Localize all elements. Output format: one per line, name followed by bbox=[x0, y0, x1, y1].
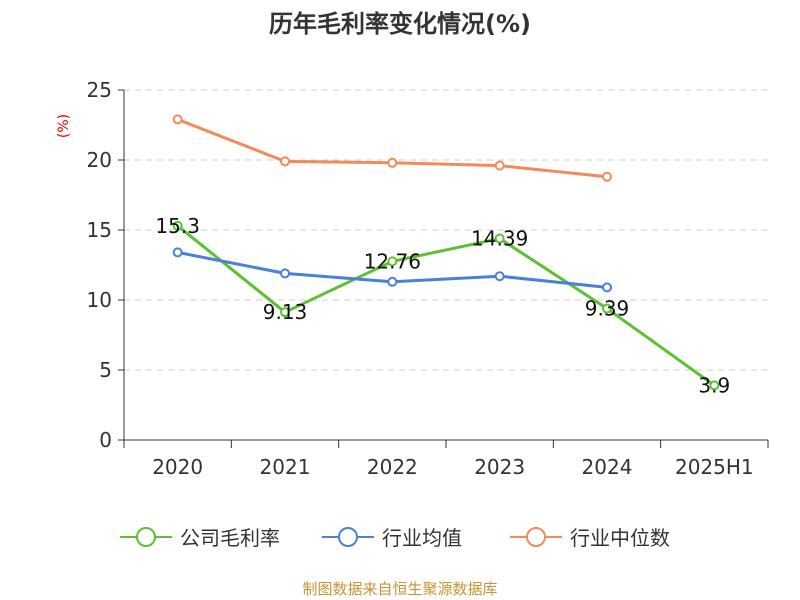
data-labels: 15.3 9.13 12.76 14.39 9.39 3.9 bbox=[155, 214, 730, 398]
legend: 公司毛利率 行业均值 行业中位数 bbox=[120, 526, 670, 550]
legend-marker bbox=[338, 527, 358, 547]
data-label: 14.39 bbox=[471, 227, 528, 251]
x-tick-label: 2020 bbox=[152, 455, 203, 479]
series-group bbox=[172, 114, 720, 391]
legend-label: 公司毛利率 bbox=[180, 526, 280, 550]
source-note: 制图数据来自恒生聚源数据库 bbox=[302, 580, 497, 598]
chart-title: 历年毛利率变化情况(%) bbox=[269, 10, 531, 38]
data-label: 15.3 bbox=[155, 214, 200, 238]
x-tick-label: 2022 bbox=[367, 455, 418, 479]
legend-item[interactable]: 公司毛利率 bbox=[120, 526, 280, 550]
data-point bbox=[602, 303, 612, 314]
grid-lines bbox=[124, 89, 768, 371]
data-point bbox=[494, 233, 505, 244]
data-point bbox=[387, 157, 398, 168]
legend-marker bbox=[136, 527, 156, 547]
legend-marker bbox=[526, 527, 546, 547]
legend-label: 行业中位数 bbox=[570, 526, 670, 550]
y-axis-unit: (%) bbox=[56, 114, 72, 138]
x-tick-label: 2023 bbox=[474, 455, 525, 479]
legend-item[interactable]: 行业中位数 bbox=[510, 526, 670, 550]
data-label: 3.9 bbox=[698, 373, 730, 397]
data-point bbox=[172, 114, 183, 125]
axes bbox=[118, 89, 769, 448]
series-line-0 bbox=[176, 224, 716, 387]
data-label: 12.76 bbox=[364, 249, 421, 273]
data-label: 9.39 bbox=[585, 297, 630, 321]
data-point bbox=[280, 307, 290, 318]
y-tick-label: 20 bbox=[87, 148, 112, 172]
data-point bbox=[494, 271, 505, 282]
data-point bbox=[387, 276, 398, 287]
data-point bbox=[280, 156, 290, 167]
data-point bbox=[709, 380, 720, 391]
x-tick-label: 2024 bbox=[582, 455, 633, 479]
data-point bbox=[387, 256, 398, 267]
y-tick-labels: 0 5 10 15 20 25 bbox=[87, 78, 112, 452]
legend-item[interactable]: 行业均值 bbox=[322, 526, 462, 550]
x-tick-labels: 2020 2021 2022 2023 2024 2025H1 bbox=[152, 455, 753, 479]
data-point bbox=[602, 282, 612, 293]
y-tick-label: 0 bbox=[99, 428, 112, 452]
y-tick-label: 5 bbox=[99, 358, 112, 382]
data-point bbox=[494, 160, 505, 171]
data-point bbox=[172, 247, 183, 258]
y-tick-label: 15 bbox=[87, 218, 112, 242]
data-point bbox=[602, 171, 612, 182]
x-tick-label: 2021 bbox=[260, 455, 311, 479]
y-tick-label: 10 bbox=[87, 288, 112, 312]
y-tick-label: 25 bbox=[87, 78, 112, 102]
data-label: 9.13 bbox=[263, 300, 308, 324]
series-line-2 bbox=[177, 118, 608, 179]
data-point bbox=[280, 268, 290, 279]
data-point bbox=[172, 220, 183, 231]
x-tick-label: 2025H1 bbox=[675, 455, 754, 479]
legend-label: 行业均值 bbox=[382, 526, 462, 550]
